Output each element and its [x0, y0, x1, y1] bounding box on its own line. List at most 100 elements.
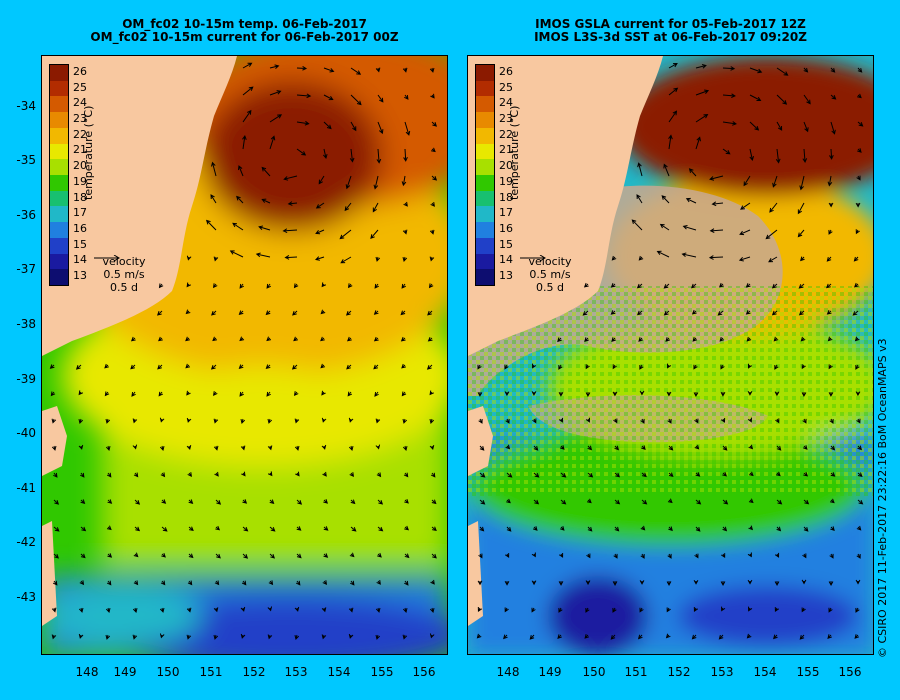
colorbar-tick-label: 25 [499, 80, 513, 94]
current-arrow [641, 499, 648, 505]
current-arrow [267, 418, 273, 424]
current-arrow [213, 256, 219, 262]
current-arrow [830, 94, 837, 100]
current-arrow [610, 310, 616, 315]
current-arrow [403, 148, 408, 162]
current-arrow [773, 336, 779, 342]
longitude-tick-label: 149 [113, 665, 137, 679]
current-arrow [799, 634, 805, 640]
colorbar-labels: 26 25 24 23 22 21 20 19 18 17 16 15 14 13 [73, 64, 97, 284]
current-arrow [504, 607, 509, 613]
current-arrow [160, 580, 166, 586]
current-arrow [241, 580, 247, 586]
current-arrow [477, 364, 482, 370]
current-arrow [79, 580, 85, 586]
current-arrow [375, 444, 381, 450]
current-arrow [830, 526, 835, 532]
current-arrow [722, 471, 728, 477]
current-arrow [314, 256, 325, 261]
current-arrow [158, 336, 163, 342]
latitude-tick-label: -34 [16, 99, 36, 113]
current-arrow [828, 607, 833, 613]
current-arrow [232, 222, 244, 231]
current-arrow [430, 93, 435, 99]
current-arrow [667, 418, 672, 424]
current-arrow [215, 499, 222, 505]
current-arrow [295, 580, 301, 586]
current-arrow [133, 580, 139, 586]
current-arrow [694, 418, 699, 424]
current-arrow [709, 228, 724, 233]
current-arrow [158, 283, 164, 289]
current-arrow [350, 94, 362, 106]
current-arrow [749, 148, 755, 162]
longitude-tick-label: 155 [370, 665, 394, 679]
current-arrow [51, 607, 57, 613]
current-arrow [157, 310, 163, 316]
current-arrow [641, 445, 646, 451]
current-arrow [531, 391, 537, 396]
current-arrow [105, 418, 111, 424]
current-arrow [429, 229, 435, 235]
current-arrow [739, 229, 751, 236]
current-arrow [401, 283, 406, 289]
colorbar-swatch [476, 65, 494, 81]
current-arrow [773, 634, 778, 640]
current-arrow [638, 337, 643, 342]
current-arrow [133, 552, 139, 558]
current-arrow [293, 283, 299, 289]
current-arrow [641, 472, 647, 478]
current-arrow [852, 310, 859, 316]
longitude-tick-label: 156 [838, 665, 862, 679]
current-arrow [130, 336, 136, 342]
colorbar-tick-label: 26 [73, 64, 87, 78]
current-arrow [105, 634, 111, 640]
current-arrow [613, 418, 618, 424]
current-arrow [188, 553, 194, 559]
current-arrow [685, 197, 697, 204]
current-arrow [269, 64, 280, 69]
current-arrow [740, 202, 751, 210]
current-arrow [827, 634, 832, 639]
current-arrow [401, 175, 407, 187]
current-arrow [825, 283, 832, 289]
current-arrow [693, 364, 698, 370]
current-arrow [261, 166, 271, 177]
colorbar-swatch [476, 127, 494, 144]
current-arrow [857, 121, 864, 127]
current-arrow [478, 553, 483, 559]
current-arrow [857, 148, 862, 153]
colorbar-tick-label: 22 [73, 127, 87, 141]
current-arrow [323, 121, 332, 130]
current-arrow [267, 634, 273, 640]
current-arrow [855, 391, 861, 397]
colorbar-tick-label: 22 [499, 127, 513, 141]
current-arrow [349, 472, 354, 478]
current-arrow [828, 229, 833, 235]
current-arrow [748, 444, 754, 450]
current-arrow [370, 229, 379, 239]
latitude-tick-label: -37 [16, 262, 36, 276]
current-arrow [746, 633, 752, 639]
current-arrow [681, 252, 697, 258]
latitude-tick-label: -38 [16, 317, 36, 331]
colorbar-tick-label: 24 [499, 96, 513, 110]
current-arrow [320, 309, 326, 315]
current-arrow [690, 283, 697, 289]
colorbar-tick-label: 21 [499, 143, 513, 157]
current-arrow [296, 93, 312, 99]
current-arrow [857, 445, 862, 451]
current-arrow [768, 256, 778, 263]
current-arrow [401, 391, 407, 397]
current-arrow [322, 471, 327, 477]
current-arrow [774, 607, 780, 613]
left-title-line1: OM_fc02 10-15m temp. 06-Feb-2017 [122, 17, 367, 31]
current-arrow [206, 219, 217, 231]
current-arrow [666, 391, 672, 397]
current-arrow [614, 472, 621, 478]
current-arrow [267, 606, 273, 612]
current-arrow [323, 67, 335, 73]
current-arrow [322, 580, 328, 586]
current-arrow [584, 337, 589, 343]
colorbar-swatch [476, 206, 494, 223]
